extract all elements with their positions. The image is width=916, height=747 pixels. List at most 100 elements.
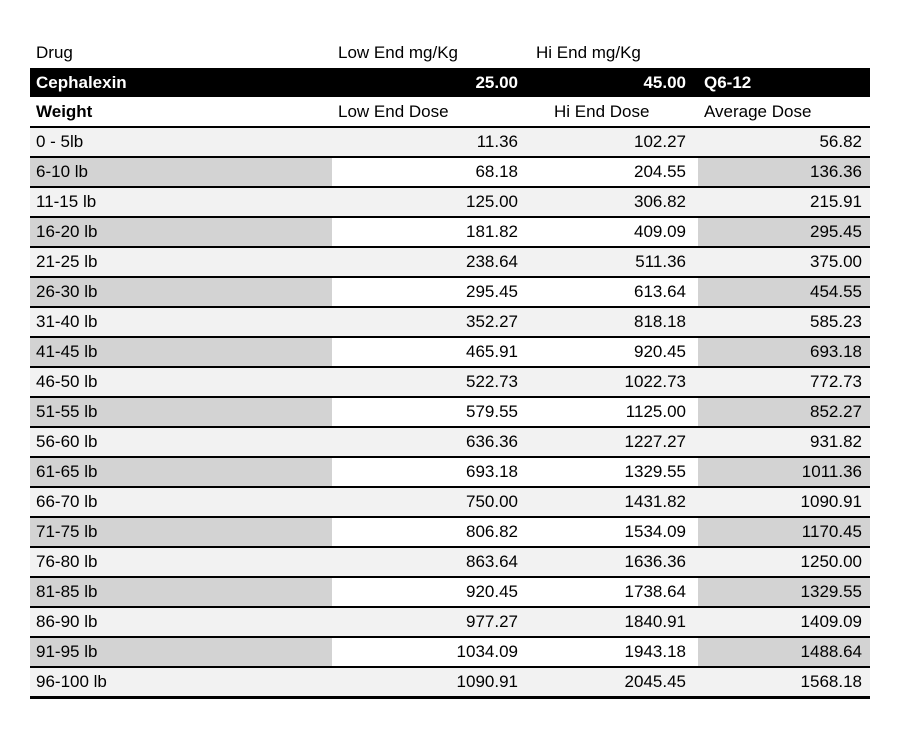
hi-end-dose-cell: 204.55 (530, 157, 698, 188)
average-dose-cell: 215.91 (698, 187, 870, 218)
hi-end-dose-cell: 102.27 (530, 127, 698, 158)
drug-frequency: Q6-12 (698, 68, 870, 97)
weight-range-cell: 91-95 lb (30, 637, 332, 668)
dosing-sheet: Drug Low End mg/Kg Hi End mg/Kg Cephalex… (30, 38, 870, 699)
drug-low-end-mgkg-value: 25.00 (332, 68, 530, 97)
low-end-dose-cell: 636.36 (332, 427, 530, 458)
low-end-dose-cell: 465.91 (332, 337, 530, 368)
weight-range-cell: 61-65 lb (30, 457, 332, 488)
weight-range-cell: 76-80 lb (30, 547, 332, 578)
average-dose-cell: 1170.45 (698, 517, 870, 548)
average-dose-cell: 56.82 (698, 127, 870, 158)
hi-end-dose-cell: 1125.00 (530, 397, 698, 428)
low-end-dose-cell: 750.00 (332, 487, 530, 518)
table-row: 26-30 lb 295.45 613.64 454.55 (30, 277, 870, 308)
average-dose-cell: 295.45 (698, 217, 870, 248)
table-row: 31-40 lb 352.27 818.18 585.23 (30, 307, 870, 338)
low-end-dose-cell: 579.55 (332, 397, 530, 428)
average-dose-cell: 1329.55 (698, 577, 870, 608)
drug-column-label: Drug (36, 43, 73, 62)
weight-range-cell: 46-50 lb (30, 367, 332, 398)
low-end-dose-column-label: Low End Dose (332, 97, 530, 128)
table-row: 86-90 lb 977.27 1840.91 1409.09 (30, 607, 870, 638)
low-end-dose-cell: 181.82 (332, 217, 530, 248)
weight-range-cell: 31-40 lb (30, 307, 332, 338)
hi-end-dose-cell: 1227.27 (530, 427, 698, 458)
hi-end-dose-cell: 1738.64 (530, 577, 698, 608)
table-row: 56-60 lb 636.36 1227.27 931.82 (30, 427, 870, 458)
dosing-table: Drug Low End mg/Kg Hi End mg/Kg Cephalex… (30, 38, 870, 699)
table-row: 0 - 5lb 11.36 102.27 56.82 (30, 127, 870, 158)
table-row: 91-95 lb 1034.09 1943.18 1488.64 (30, 637, 870, 668)
low-end-dose-cell: 125.00 (332, 187, 530, 218)
average-dose-cell: 136.36 (698, 157, 870, 188)
drug-hi-end-mgkg-value: 45.00 (530, 68, 698, 97)
low-end-dose-cell: 863.64 (332, 547, 530, 578)
dose-rows: 0 - 5lb 11.36 102.27 56.82 6-10 lb 68.18… (30, 127, 870, 699)
hi-end-dose-cell: 1022.73 (530, 367, 698, 398)
empty-header-cell (698, 38, 870, 68)
hi-end-dose-cell: 409.09 (530, 217, 698, 248)
average-dose-cell: 772.73 (698, 367, 870, 398)
low-end-dose-cell: 920.45 (332, 577, 530, 608)
weight-range-cell: 6-10 lb (30, 157, 332, 188)
table-row: 61-65 lb 693.18 1329.55 1011.36 (30, 457, 870, 488)
average-dose-cell: 1409.09 (698, 607, 870, 638)
low-end-dose-cell: 806.82 (332, 517, 530, 548)
drug-band-row: Cephalexin 25.00 45.00 Q6-12 (30, 68, 870, 97)
low-end-mgkg-column-label: Low End mg/Kg (338, 43, 459, 62)
low-end-dose-cell: 68.18 (332, 157, 530, 188)
weight-range-cell: 0 - 5lb (30, 127, 332, 158)
weight-range-cell: 11-15 lb (30, 187, 332, 218)
hi-end-dose-cell: 2045.45 (530, 667, 698, 699)
hi-end-dose-cell: 1840.91 (530, 607, 698, 638)
weight-range-cell: 51-55 lb (30, 397, 332, 428)
table-row: 21-25 lb 238.64 511.36 375.00 (30, 247, 870, 278)
low-end-dose-cell: 295.45 (332, 277, 530, 308)
weight-range-cell: 66-70 lb (30, 487, 332, 518)
table-row: 81-85 lb 920.45 1738.64 1329.55 (30, 577, 870, 608)
table-row: 16-20 lb 181.82 409.09 295.45 (30, 217, 870, 248)
table-row: 71-75 lb 806.82 1534.09 1170.45 (30, 517, 870, 548)
average-dose-cell: 1011.36 (698, 457, 870, 488)
average-dose-cell: 1568.18 (698, 667, 870, 699)
drug-name: Cephalexin (30, 68, 332, 97)
hi-end-dose-cell: 920.45 (530, 337, 698, 368)
table-row: 46-50 lb 522.73 1022.73 772.73 (30, 367, 870, 398)
weight-range-cell: 86-90 lb (30, 607, 332, 638)
hi-end-dose-cell: 1431.82 (530, 487, 698, 518)
average-dose-cell: 1488.64 (698, 637, 870, 668)
hi-end-dose-cell: 306.82 (530, 187, 698, 218)
weight-range-cell: 96-100 lb (30, 667, 332, 699)
table-row: 6-10 lb 68.18 204.55 136.36 (30, 157, 870, 188)
weight-range-cell: 81-85 lb (30, 577, 332, 608)
weight-range-cell: 26-30 lb (30, 277, 332, 308)
average-dose-column-label: Average Dose (698, 97, 870, 128)
table-row: 66-70 lb 750.00 1431.82 1090.91 (30, 487, 870, 518)
low-end-dose-cell: 1090.91 (332, 667, 530, 699)
table-row: 51-55 lb 579.55 1125.00 852.27 (30, 397, 870, 428)
table-row: 96-100 lb 1090.91 2045.45 1568.18 (30, 667, 870, 699)
hi-end-dose-cell: 818.18 (530, 307, 698, 338)
weight-range-cell: 16-20 lb (30, 217, 332, 248)
hi-end-dose-column-label: Hi End Dose (530, 97, 698, 128)
dose-header-row: Weight Low End Dose Hi End Dose Average … (30, 97, 870, 128)
low-end-dose-cell: 352.27 (332, 307, 530, 338)
low-end-dose-cell: 693.18 (332, 457, 530, 488)
table-row: 41-45 lb 465.91 920.45 693.18 (30, 337, 870, 368)
low-end-dose-cell: 522.73 (332, 367, 530, 398)
hi-end-dose-cell: 511.36 (530, 247, 698, 278)
table-row: 76-80 lb 863.64 1636.36 1250.00 (30, 547, 870, 578)
weight-range-cell: 21-25 lb (30, 247, 332, 278)
average-dose-cell: 1090.91 (698, 487, 870, 518)
average-dose-cell: 1250.00 (698, 547, 870, 578)
low-end-dose-cell: 977.27 (332, 607, 530, 638)
low-end-dose-cell: 11.36 (332, 127, 530, 158)
weight-range-cell: 41-45 lb (30, 337, 332, 368)
hi-end-mgkg-column-label: Hi End mg/Kg (536, 43, 641, 62)
weight-column-label: Weight (30, 97, 332, 128)
average-dose-cell: 375.00 (698, 247, 870, 278)
average-dose-cell: 852.27 (698, 397, 870, 428)
average-dose-cell: 585.23 (698, 307, 870, 338)
average-dose-cell: 931.82 (698, 427, 870, 458)
